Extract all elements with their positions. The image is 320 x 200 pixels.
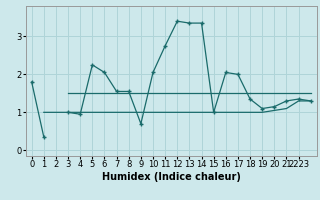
X-axis label: Humidex (Indice chaleur): Humidex (Indice chaleur) [102,172,241,182]
